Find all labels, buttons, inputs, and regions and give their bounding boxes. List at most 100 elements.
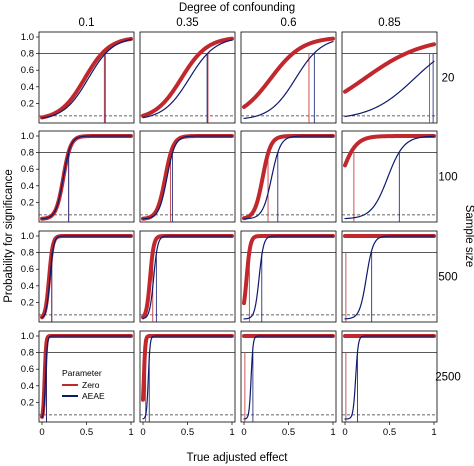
y-tick-label: 1.0	[21, 131, 34, 142]
panel	[240, 230, 337, 323]
y-tick-label: 0.8	[21, 348, 34, 359]
series-line-zero	[141, 134, 234, 221]
panel-grid: 0.1 0.35 0.6 0.852010050025000.20.40.60.81.…	[21, 17, 461, 438]
series-line-zero	[40, 134, 133, 221]
series-line-zero	[141, 334, 234, 402]
right-axis-label: Sample size	[463, 205, 474, 268]
y-tick-label: 1.0	[21, 32, 34, 43]
x-tick-label: 0.5	[383, 427, 396, 438]
y-tick-label: 0.8	[21, 49, 34, 60]
panel-frame	[240, 130, 337, 223]
legend-entry: Zero	[82, 380, 100, 390]
series-line-zero	[343, 134, 436, 168]
panel-frame	[240, 230, 337, 323]
panel-frame	[341, 31, 438, 124]
x-tick-label: 1	[330, 427, 335, 438]
y-tick-label: 1.0	[21, 231, 34, 242]
x-tick-label: 0	[342, 427, 347, 438]
series-line-aeae	[344, 235, 435, 320]
x-tick-label: 0.5	[181, 427, 194, 438]
row-label: 500	[438, 272, 457, 284]
y-tick-label: 0.8	[21, 248, 34, 259]
panel: 0 0.5 1	[139, 330, 236, 438]
series-line-aeae	[344, 335, 435, 420]
y-tick-label: 1.0	[21, 331, 34, 342]
panel	[240, 130, 337, 223]
y-tick-label: 0.4	[21, 181, 34, 192]
series-line-zero	[141, 36, 234, 118]
series-line-aeae	[243, 335, 334, 420]
y-tick-label: 0.4	[21, 82, 34, 93]
row-label: 20	[442, 73, 455, 85]
series-line-aeae	[243, 235, 334, 320]
panel	[341, 130, 438, 223]
y-tick-label: 0.8	[21, 148, 34, 159]
row-label: 2500	[435, 372, 461, 384]
y-tick-label: 0.2	[21, 397, 34, 408]
panel: 0 0.5 1	[240, 330, 337, 438]
series-line-aeae	[142, 235, 233, 320]
chart-title: Degree of confounding	[179, 2, 295, 14]
y-tick-label: 0.6	[21, 65, 34, 76]
x-tick-label: 0	[39, 427, 44, 438]
row-label: 100	[438, 172, 457, 184]
panel	[341, 230, 438, 323]
panel: 0.2 0.4 0.6 0.8 1.0	[21, 230, 135, 323]
panel	[139, 230, 236, 323]
column-label: 0.85	[378, 17, 400, 29]
series-line-aeae	[344, 60, 435, 118]
y-tick-label: 0.2	[21, 98, 34, 109]
panel	[139, 31, 236, 124]
panel-frame	[341, 230, 438, 323]
panel: 0 0.5 1	[341, 330, 438, 438]
y-tick-label: 0.2	[21, 297, 34, 308]
y-tick-label: 0.6	[21, 364, 34, 375]
panel-frame	[240, 330, 337, 423]
x-tick-label: 0.5	[80, 427, 93, 438]
series-line-aeae	[243, 40, 334, 120]
legend-title: Parameter	[62, 368, 102, 378]
y-tick-label: 0.6	[21, 264, 34, 275]
panel	[139, 130, 236, 223]
panel	[341, 31, 438, 124]
x-tick-label: 1	[431, 427, 436, 438]
series-line-aeae	[142, 135, 233, 220]
y-tick-label: 0.4	[21, 381, 34, 392]
panel: 0.2 0.4 0.6 0.8 1.0	[21, 31, 135, 124]
series-line-aeae	[243, 135, 334, 220]
series-line-aeae	[142, 335, 233, 420]
legend-entry: AEAE	[82, 391, 105, 401]
x-tick-label: 0	[140, 427, 145, 438]
panel-frame	[341, 130, 438, 223]
x-tick-label: 0	[241, 427, 246, 438]
panel: 0.2 0.4 0.6 0.8 1.0	[21, 130, 135, 223]
x-axis-label: True adjusted effect	[186, 452, 288, 464]
panel-frame	[139, 130, 236, 223]
panel-frame	[38, 31, 135, 124]
panel-frame	[139, 31, 236, 124]
column-label: 0.35	[176, 17, 198, 29]
series-line-aeae	[41, 135, 132, 220]
panel-frame	[139, 330, 236, 423]
x-tick-label: 1	[128, 427, 133, 438]
series-line-zero	[242, 134, 335, 221]
y-tick-label: 0.4	[21, 281, 34, 292]
column-label: 0.6	[281, 17, 297, 29]
column-label: 0.1	[79, 17, 95, 29]
panel-frame	[38, 130, 135, 223]
y-axis-label: Probability for significance	[3, 169, 15, 303]
series-line-zero	[40, 36, 133, 120]
series-line-zero	[343, 42, 436, 94]
series-line-aeae	[41, 335, 132, 419]
panel	[240, 31, 337, 124]
series-line-zero	[40, 234, 133, 320]
series-line-aeae	[344, 135, 435, 220]
series-line-zero	[242, 36, 335, 109]
panel-frame	[139, 230, 236, 323]
x-tick-label: 1	[229, 427, 234, 438]
y-tick-label: 0.6	[21, 164, 34, 175]
x-tick-label: 0.5	[282, 427, 295, 438]
series-line-aeae	[41, 235, 132, 319]
